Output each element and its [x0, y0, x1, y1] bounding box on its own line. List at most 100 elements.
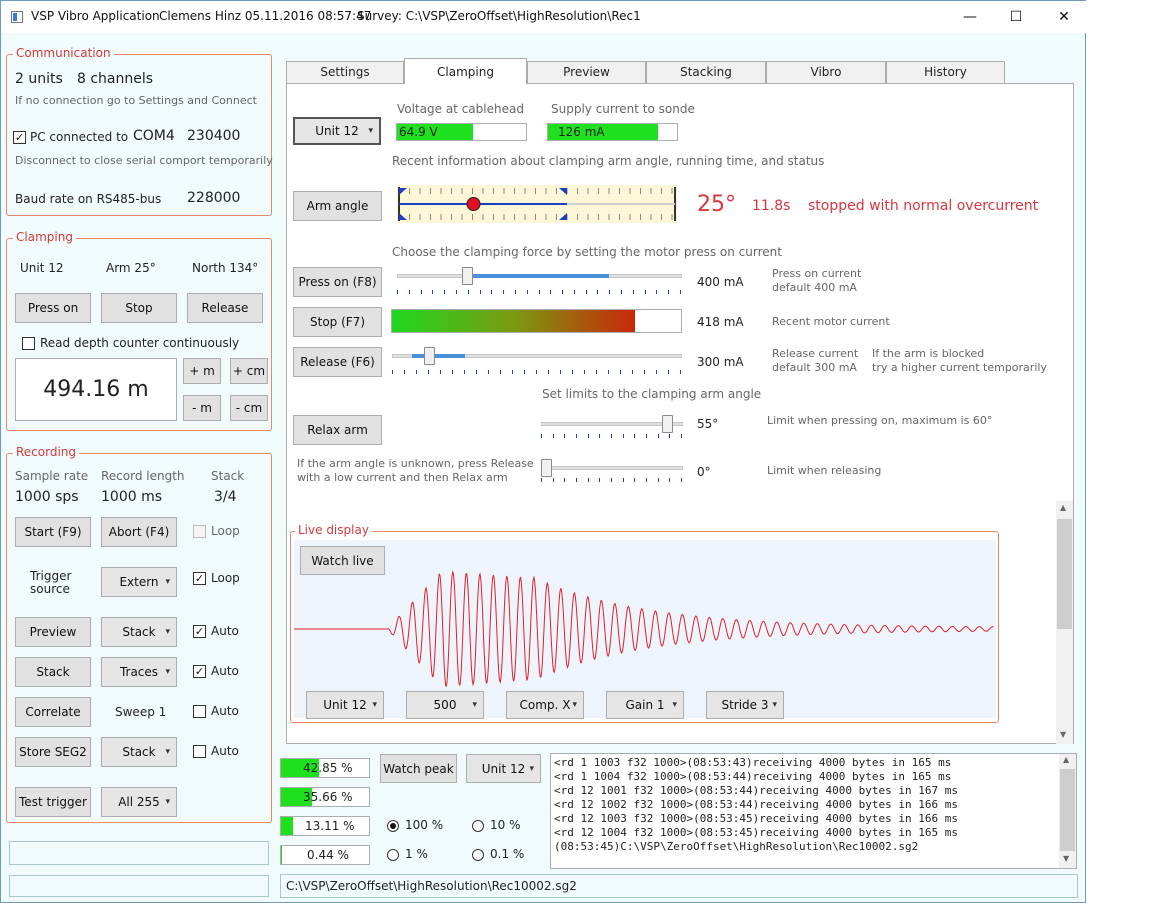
trigger-source-combo[interactable]: Extern ▾	[101, 567, 177, 597]
loop-checkbox[interactable]: ✓	[193, 572, 206, 585]
stop-f7-button[interactable]: Stop (F7)	[293, 307, 382, 337]
tab-clamping[interactable]: Clamping	[404, 58, 527, 84]
log-lines: <rd 1 1003 f32 1000>(08:53:43)receiving …	[554, 756, 1059, 854]
start-button[interactable]: Start (F9)	[15, 517, 91, 547]
stack-button[interactable]: Stack	[15, 657, 91, 687]
press-on-f8-button[interactable]: Press on (F8)	[293, 267, 382, 297]
slider-thumb[interactable]	[424, 347, 435, 365]
read-depth-checkbox[interactable]	[22, 337, 35, 350]
slider-tick	[456, 290, 457, 294]
main-window: VSP Vibro Application Clemens Hinz 05.11…	[0, 0, 1087, 903]
slider-ticks	[397, 290, 682, 294]
baud-rate-label: Baud rate on RS485-bus	[15, 192, 162, 206]
auto-checkbox-4[interactable]	[193, 745, 206, 758]
plus-cm-button[interactable]: + cm	[230, 358, 268, 384]
chevron-down-icon: ▾	[372, 700, 377, 710]
minus-cm-button[interactable]: - cm	[230, 395, 268, 421]
minimize-button[interactable]: —	[963, 9, 977, 25]
slider-tick	[480, 290, 481, 294]
tab-settings[interactable]: Settings	[286, 61, 404, 83]
store-mode-combo[interactable]: Stack ▾	[101, 737, 177, 767]
slider-thumb[interactable]	[541, 459, 552, 477]
release-slider[interactable]	[392, 346, 682, 376]
radio-10-percent[interactable]	[472, 820, 484, 832]
auto-checkbox-2[interactable]: ✓	[193, 665, 206, 678]
slider-thumb[interactable]	[462, 267, 473, 285]
log-scrollbar[interactable]: ▲ ▼	[1059, 754, 1076, 868]
chevron-down-icon: ▾	[472, 700, 477, 710]
voltage-bar-fill	[397, 124, 473, 140]
pc-connected-checkbox[interactable]: ✓	[13, 131, 26, 144]
auto-label-1: Auto	[211, 624, 239, 638]
stop-button[interactable]: Stop	[101, 293, 177, 323]
live-gain-combo[interactable]: Gain 1 ▾	[606, 691, 684, 719]
close-button[interactable]: ✕	[1058, 9, 1070, 25]
tab-vibro[interactable]: Vibro	[766, 61, 886, 83]
peak-unit-combo[interactable]: Unit 12 ▾	[466, 754, 541, 783]
live-scale-combo[interactable]: 500 ▾	[406, 691, 484, 719]
slider-tick	[586, 290, 587, 294]
slider-thumb[interactable]	[662, 415, 673, 433]
release-button[interactable]: Release	[187, 293, 263, 323]
live-stride-value: Stride 3	[721, 698, 769, 712]
slider-tick	[527, 290, 528, 294]
scroll-up-icon[interactable]: ▲	[1060, 503, 1067, 512]
clamp-north: North 134°	[192, 261, 259, 275]
chevron-down-icon: ▾	[672, 700, 677, 710]
press-on-desc-1: Press on current	[772, 267, 862, 280]
preview-mode-combo[interactable]: Stack ▾	[101, 617, 177, 647]
limit-press-slider[interactable]	[541, 414, 683, 440]
traces-combo[interactable]: Traces ▾	[101, 657, 177, 687]
traces-value: Traces	[119, 665, 159, 679]
chevron-down-icon: ▾	[165, 797, 170, 807]
running-time: 11.8s	[752, 198, 791, 214]
radio-1-percent[interactable]	[387, 849, 399, 861]
panel-scrollbar[interactable]: ▲ ▼	[1056, 501, 1073, 744]
unit-combo[interactable]: Unit 12 ▾	[293, 117, 381, 145]
slider-tick	[680, 370, 681, 374]
abort-button[interactable]: Abort (F4)	[101, 517, 177, 547]
preview-button[interactable]: Preview	[15, 617, 91, 647]
limit-release-slider[interactable]	[541, 458, 683, 484]
auto-checkbox-1[interactable]: ✓	[193, 625, 206, 638]
level-meter-value: 13.11 %	[305, 819, 355, 833]
sample-rate-label: Sample rate	[15, 469, 89, 483]
press-on-button[interactable]: Press on	[15, 293, 91, 323]
log-box[interactable]: <rd 1 1003 f32 1000>(08:53:43)receiving …	[550, 753, 1077, 869]
scrollbar-thumb[interactable]	[1060, 769, 1075, 851]
watch-peak-button[interactable]: Watch peak	[380, 754, 457, 783]
tab-preview[interactable]: Preview	[527, 61, 646, 83]
scrollbar-thumb[interactable]	[1057, 519, 1072, 629]
loop-checkbox-disabled[interactable]	[193, 525, 206, 538]
scroll-down-icon[interactable]: ▼	[1063, 854, 1070, 863]
limit-press-desc: Limit when pressing on, maximum is 60°	[767, 414, 993, 427]
test-trigger-button[interactable]: Test trigger	[15, 787, 91, 817]
radio-01-percent[interactable]	[472, 849, 484, 861]
auto-label-2: Auto	[211, 664, 239, 678]
slider-tick	[623, 434, 624, 438]
live-comp-combo[interactable]: Comp. X ▾	[506, 691, 584, 719]
tab-stacking[interactable]: Stacking	[646, 61, 766, 83]
release-f6-button[interactable]: Release (F6)	[293, 347, 382, 377]
live-stride-combo[interactable]: Stride 3 ▾	[706, 691, 784, 719]
file-path-field[interactable]: C:\VSP\ZeroOffset\HighResolution\Rec1000…	[280, 874, 1078, 898]
arm-angle-button[interactable]: Arm angle	[293, 191, 382, 221]
slider-tick	[560, 370, 561, 374]
watch-live-button[interactable]: Watch live	[300, 546, 385, 575]
slider-tick	[611, 478, 612, 482]
plus-m-button[interactable]: + m	[183, 358, 221, 384]
minus-m-button[interactable]: - m	[183, 395, 221, 421]
store-seg2-button[interactable]: Store SEG2	[15, 737, 91, 767]
correlate-button[interactable]: Correlate	[15, 697, 91, 727]
press-on-slider[interactable]	[397, 266, 682, 296]
trigger-units-combo[interactable]: All 255 ▾	[101, 787, 177, 817]
auto-checkbox-3[interactable]	[193, 705, 206, 718]
scroll-down-icon[interactable]: ▼	[1060, 730, 1067, 739]
live-unit-combo[interactable]: Unit 12 ▾	[306, 691, 384, 719]
maximize-button[interactable]: ☐	[1009, 9, 1023, 25]
communication-title: Communication	[13, 46, 114, 60]
relax-arm-button[interactable]: Relax arm	[293, 415, 382, 445]
scroll-up-icon[interactable]: ▲	[1063, 755, 1070, 764]
tab-history[interactable]: History	[886, 61, 1005, 83]
radio-100-percent[interactable]	[387, 820, 399, 832]
